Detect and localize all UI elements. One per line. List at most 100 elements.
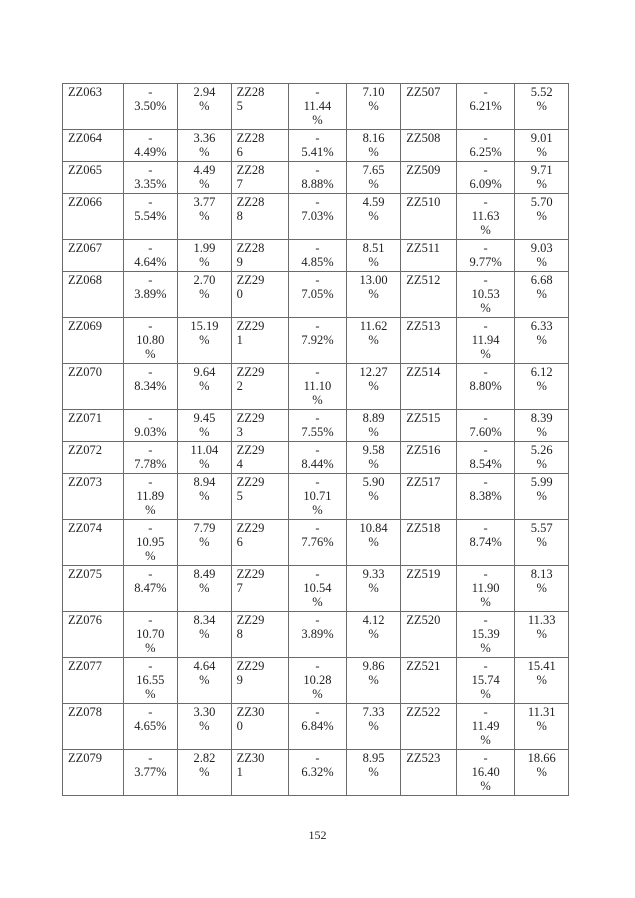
table-row: ZZ063- 3.50% 2.94 % ZZ28 5- 11.44 % 7.10 % Z… [62,83,569,130]
table-cell-value: 7.79 % [177,519,232,566]
table-cell-value: 5.99 % [514,473,569,520]
table-cell-id: ZZ519 [400,565,457,612]
table-cell-id: ZZ28 7 [230,161,290,194]
table-cell-id: ZZ513 [400,317,457,364]
table-cell-value: 7.65 % [345,161,402,194]
table-cell-value: - 8.80% [455,363,516,410]
table-cell-value: 8.95 % [345,749,402,796]
table-cell-value: - 10.70 % [122,611,179,658]
table-cell-value: 7.33 % [345,703,402,750]
table-cell-id: ZZ066 [62,193,124,240]
table-cell-value: 2.70 % [177,271,232,318]
table-cell-id: ZZ076 [62,611,124,658]
table-cell-id: ZZ063 [62,83,124,130]
table-cell-value: - 7.76% [288,519,347,566]
table-cell-id: ZZ29 2 [230,363,290,410]
table-row: ZZ071- 9.03% 9.45 % ZZ29 3- 7.55% 8.89 % ZZ5… [62,409,569,442]
table-cell-value: 11.62 % [345,317,402,364]
table-cell-value: - 4.49% [122,129,179,162]
table-cell-value: 11.04 % [177,441,232,474]
table-cell-value: 11.31 % [514,703,569,750]
table-cell-id: ZZ511 [400,239,457,272]
table-cell-id: ZZ515 [400,409,457,442]
table-cell-id: ZZ523 [400,749,457,796]
table-cell-id: ZZ29 4 [230,441,290,474]
table-cell-value: 8.34 % [177,611,232,658]
table-cell-value: 9.58 % [345,441,402,474]
table-cell-value: - 6.25% [455,129,516,162]
table-cell-id: ZZ28 5 [230,83,290,130]
table-cell-value: 8.49 % [177,565,232,612]
table-cell-id: ZZ30 0 [230,703,290,750]
table-cell-value: 9.71 % [514,161,569,194]
table-cell-value: - 7.60% [455,409,516,442]
table-cell-value: 3.30 % [177,703,232,750]
table-cell-value: 9.01 % [514,129,569,162]
table-row: ZZ066- 5.54% 3.77 % ZZ28 8- 7.03% 4.59 % ZZ5… [62,193,569,240]
table-cell-value: - 15.74 % [455,657,516,704]
table-cell-value: - 6.32% [288,749,347,796]
table-cell-value: - 8.54% [455,441,516,474]
table-cell-value: - 8.34% [122,363,179,410]
table-cell-value: - 4.65% [122,703,179,750]
table-cell-id: ZZ518 [400,519,457,566]
table-row: ZZ077- 16.55 % 4.64 % ZZ29 9- 10.28 % 9.86 … [62,657,569,704]
table-cell-id: ZZ29 0 [230,271,290,318]
table-cell-value: - 8.88% [288,161,347,194]
table-row: ZZ078- 4.65% 3.30 % ZZ30 0- 6.84% 7.33 % ZZ5… [62,703,569,750]
table-cell-id: ZZ28 6 [230,129,290,162]
table-cell-id: ZZ30 1 [230,749,290,796]
table-cell-value: - 10.71 % [288,473,347,520]
table-cell-value: 9.33 % [345,565,402,612]
table-cell-id: ZZ072 [62,441,124,474]
table-cell-value: - 8.74% [455,519,516,566]
table-cell-value: - 8.44% [288,441,347,474]
table-cell-id: ZZ28 8 [230,193,290,240]
table-cell-id: ZZ065 [62,161,124,194]
table-cell-value: 5.90 % [345,473,402,520]
table-cell-value: - 4.85% [288,239,347,272]
table-cell-id: ZZ517 [400,473,457,520]
table-cell-id: ZZ28 9 [230,239,290,272]
table-cell-value: - 6.21% [455,83,516,130]
table-cell-id: ZZ064 [62,129,124,162]
table-cell-value: - 7.92% [288,317,347,364]
table-cell-value: 5.52 % [514,83,569,130]
table-cell-value: - 10.80 % [122,317,179,364]
table-cell-id: ZZ29 6 [230,519,290,566]
table-cell-id: ZZ508 [400,129,457,162]
table-cell-value: - 11.94 % [455,317,516,364]
table-cell-value: - 4.64% [122,239,179,272]
table-cell-value: - 8.47% [122,565,179,612]
table-cell-value: - 11.44 % [288,83,347,130]
table-row: ZZ069- 10.80 % 15.19 % ZZ29 1- 7.92% 11.62 … [62,317,569,364]
table-cell-value: - 11.89 % [122,473,179,520]
table-cell-value: - 11.90 % [455,565,516,612]
table-cell-id: ZZ512 [400,271,457,318]
table-cell-value: 3.77 % [177,193,232,240]
table-cell-id: ZZ073 [62,473,124,520]
table-cell-value: 5.26 % [514,441,569,474]
table-cell-value: 6.33 % [514,317,569,364]
table-row: ZZ068- 3.89% 2.70 % ZZ29 0- 7.05% 13.00 % ZZ… [62,271,569,318]
table-cell-value: - 9.03% [122,409,179,442]
table-row: ZZ075- 8.47% 8.49 % ZZ29 7- 10.54 % 9.33 % Z… [62,565,569,612]
table-cell-value: 7.10 % [345,83,402,130]
table-cell-value: 8.89 % [345,409,402,442]
table-cell-value: 8.39 % [514,409,569,442]
table-cell-id: ZZ078 [62,703,124,750]
table-cell-value: - 3.35% [122,161,179,194]
table-cell-value: 11.33 % [514,611,569,658]
table-cell-value: - 11.10 % [288,363,347,410]
table-cell-value: - 11.49 % [455,703,516,750]
table-cell-value: 10.84 % [345,519,402,566]
table-cell-value: 3.36 % [177,129,232,162]
table-cell-value: 4.12 % [345,611,402,658]
table-cell-value: 9.86 % [345,657,402,704]
table-row: ZZ072- 7.78% 11.04 % ZZ29 4- 8.44% 9.58 % ZZ… [62,441,569,474]
data-table: ZZ063- 3.50% 2.94 % ZZ28 5- 11.44 % 7.10 % Z… [62,83,569,796]
table-cell-id: ZZ074 [62,519,124,566]
table-cell-value: - 16.55 % [122,657,179,704]
table-cell-value: - 10.54 % [288,565,347,612]
